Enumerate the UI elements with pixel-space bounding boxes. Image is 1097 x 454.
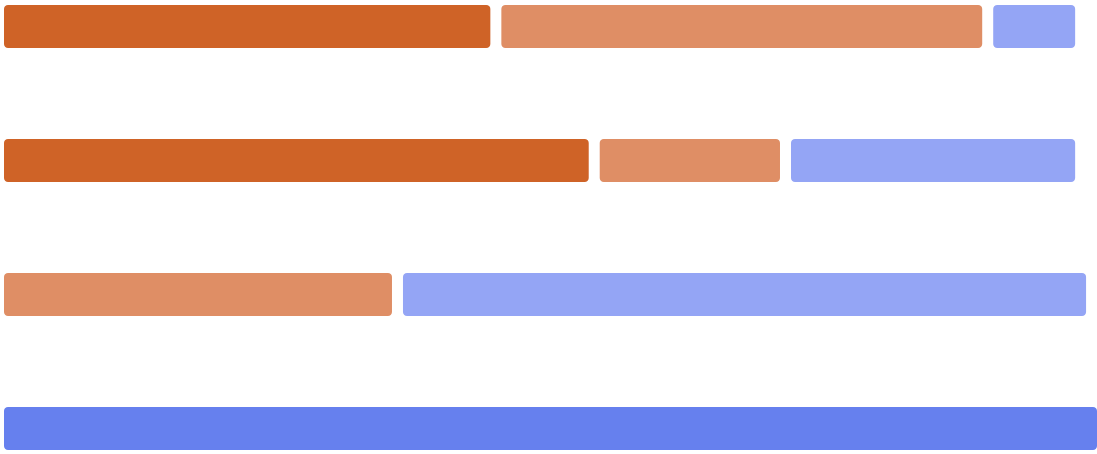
bar-row-2-series-3 — [791, 139, 1076, 182]
bar-row-3-series-3 — [402, 273, 1087, 316]
bar-row-1-series-3 — [993, 5, 1076, 48]
bar-row-1-series-1 — [4, 5, 491, 48]
bar-row-2-series-1 — [4, 139, 589, 182]
bar-row-3-series-2 — [4, 273, 392, 316]
bar-row-1-series-2 — [501, 5, 983, 48]
bar-row-2-series-2 — [599, 139, 780, 182]
bar-row-4-series-4 — [4, 407, 1097, 450]
